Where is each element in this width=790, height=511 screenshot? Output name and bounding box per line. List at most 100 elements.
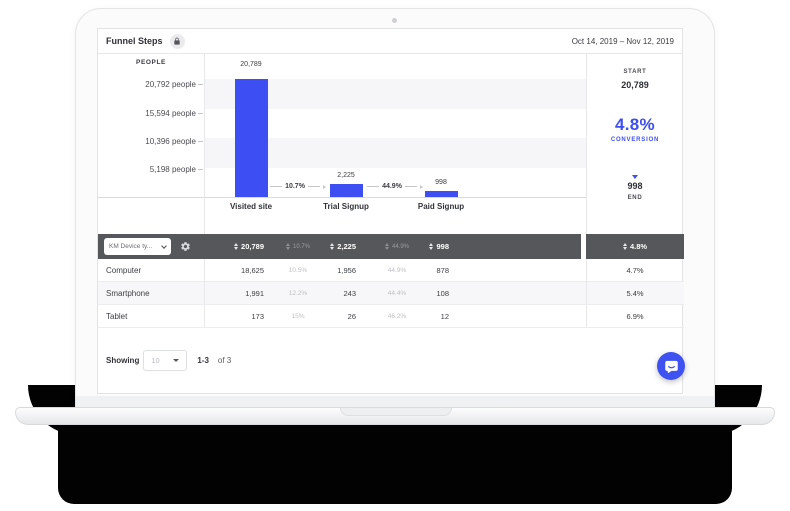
step-conversion-arrow: 44.9% (367, 183, 424, 190)
bar-trial-signup (330, 184, 363, 197)
y-tick-label: 10,396 people (145, 137, 196, 146)
step-label-visited-site: Visited site (229, 202, 273, 211)
webcam-icon (392, 18, 397, 23)
summary-start-value: 20,789 (621, 80, 649, 90)
table-row-tablet: Tablet 173 15% 26 46.2% 12 6.9% (98, 305, 684, 328)
report-header: Funnel Steps Oct 14, 2019 – Nov 12, 2019 (98, 29, 682, 54)
row-rate: 15% (291, 313, 305, 320)
row-conversion: 4.7% (626, 266, 644, 275)
row-value: 26 (347, 312, 356, 321)
summary-start-label: START (623, 69, 647, 75)
bar-visited-site (235, 79, 268, 197)
y-tick-label: 15,594 people (145, 109, 196, 118)
y-tick-mark (198, 141, 203, 142)
row-total: of 3 (217, 355, 232, 365)
table-row-smartphone: Smartphone 1,991 12.2% 243 44.4% 108 5.4… (98, 282, 684, 305)
row-value: 1,991 (245, 289, 264, 298)
sort-icon (285, 242, 290, 251)
laptop-base (15, 407, 775, 425)
row-rate: 46.2% (387, 313, 407, 320)
summary-divider (586, 54, 587, 234)
y-tick-mark (198, 84, 203, 85)
row-value: 18,625 (241, 266, 264, 275)
summary-conversion-label: CONVERSION (610, 137, 660, 143)
bar-paid-signup (425, 191, 458, 197)
sort-header-conversion[interactable]: 4.8% (586, 234, 684, 259)
row-rate: 44.9% (387, 267, 407, 274)
table-column-divider (586, 259, 587, 328)
summary-end-value: 998 (627, 181, 643, 191)
y-tick-mark (198, 113, 203, 114)
y-tick-mark (198, 169, 203, 170)
summary-conversion-value: 4.8% (615, 115, 655, 134)
row-rate: 44.4% (387, 290, 407, 297)
caret-down-icon (632, 175, 638, 179)
sort-header-step2-count[interactable]: 2,225 (260, 234, 356, 259)
arrow-right-icon (323, 184, 327, 189)
sort-header-step2-rate[interactable]: 44.9% (375, 234, 419, 259)
chevron-down-icon (161, 242, 167, 249)
row-conversion: 6.9% (626, 312, 644, 321)
sort-icon (234, 242, 239, 251)
gear-icon (180, 242, 190, 251)
privacy-lock-button[interactable] (169, 33, 185, 49)
funnel-report-card: Funnel Steps Oct 14, 2019 – Nov 12, 2019… (97, 28, 684, 394)
y-tick-label: 20,792 people (145, 80, 196, 89)
y-tick-label: 5,198 people (149, 165, 196, 174)
row-rate: 12.2% (288, 290, 308, 297)
row-value: 12 (440, 312, 449, 321)
y-axis-title: PEOPLE (136, 59, 166, 66)
sort-icon (330, 242, 335, 251)
table-row-computer: Computer 18,625 10.5% 1,956 44.9% 878 4.… (98, 259, 684, 282)
sort-icon (622, 242, 627, 251)
sort-icon (429, 242, 434, 251)
row-rate: 10.5% (288, 267, 308, 274)
step-conversion-rate: 10.7% (285, 183, 305, 190)
row-label: Smartphone (106, 289, 150, 298)
sort-header-step1-count[interactable]: 20,789 (168, 234, 264, 259)
row-value: 878 (436, 266, 449, 275)
lock-icon (174, 37, 180, 45)
segment-selector-dropdown[interactable]: KM Device ty... (104, 238, 171, 255)
page-size-value: 10 (151, 355, 160, 365)
row-value: 173 (251, 312, 264, 321)
step-label-trial-signup: Trial Signup (323, 202, 369, 211)
sort-header-step1-rate[interactable]: 10.7% (276, 234, 320, 259)
arrow-right-icon (420, 184, 424, 189)
laptop-hinge-strip (76, 396, 714, 408)
x-axis-line (98, 197, 586, 198)
report-title: Funnel Steps (106, 36, 163, 46)
segment-settings-button[interactable] (177, 234, 193, 259)
chat-bubble-icon (664, 360, 678, 373)
axis-divider (204, 54, 205, 234)
row-value: 243 (343, 289, 356, 298)
caret-down-icon (173, 358, 180, 362)
segment-selector-value: KM Device ty... (109, 243, 153, 250)
row-label: Tablet (106, 312, 128, 321)
row-label: Computer (106, 266, 142, 275)
row-conversion: 5.4% (626, 289, 644, 298)
sort-icon (384, 242, 389, 251)
bar-value-label: 20,789 (240, 61, 262, 68)
segment-header-row (98, 234, 581, 259)
step-conversion-rate: 44.9% (382, 183, 402, 190)
laptop-base-notch (340, 408, 452, 416)
bar-value-label: 2,225 (337, 172, 355, 179)
bar-value-label: 998 (435, 179, 447, 186)
showing-label: Showing (106, 355, 140, 365)
summary-end-label: END (627, 195, 643, 201)
row-value: 108 (436, 289, 449, 298)
sort-header-step3-count[interactable]: 998 (353, 234, 449, 259)
page-size-select[interactable]: 10 (143, 349, 188, 371)
funnel-bar-chart: 20,789 2,225 998 10.7% 44.9% (204, 54, 586, 197)
segment-header-row-right (586, 234, 684, 259)
step-label-paid-signup: Paid Signup (417, 202, 465, 211)
date-range[interactable]: Oct 14, 2019 – Nov 12, 2019 (571, 36, 674, 46)
step-conversion-arrow: 10.7% (270, 183, 327, 190)
table-column-divider (204, 259, 205, 328)
chat-launcher-button[interactable] (657, 352, 685, 380)
row-range: 1-3 (197, 355, 209, 365)
pagination-bar: Showing 10 1-3 of 3 (98, 347, 684, 373)
row-value: 1,956 (337, 266, 356, 275)
